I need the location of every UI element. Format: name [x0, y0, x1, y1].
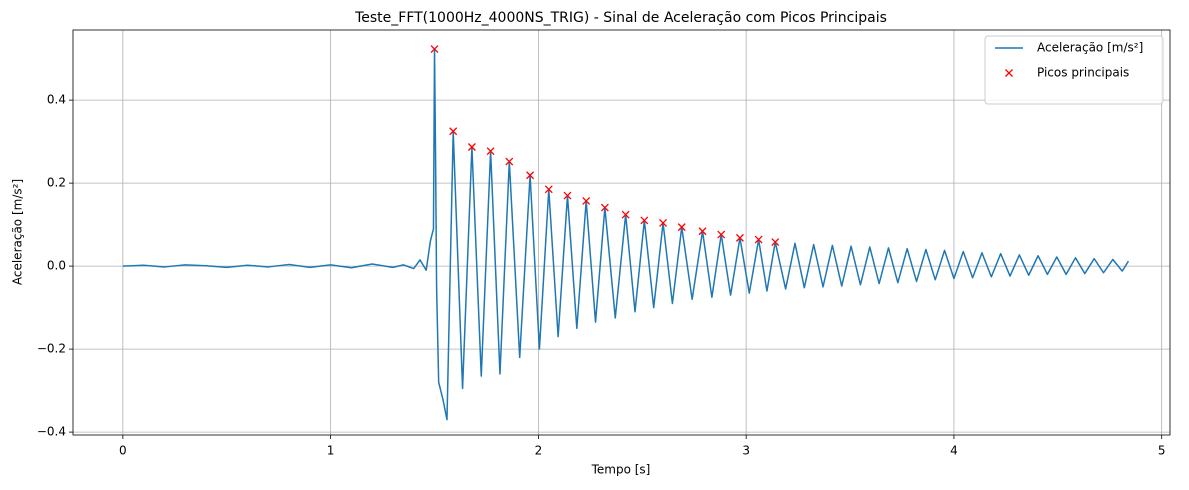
x-tick-label: 3: [742, 444, 750, 458]
y-tick-label: 0.2: [47, 176, 66, 190]
y-tick-label: 0.0: [47, 259, 66, 273]
peak-marker: [505, 157, 514, 166]
peak-marker: [640, 216, 649, 225]
legend-label: Aceleração [m/s²]: [1037, 41, 1143, 55]
peak-marker: [771, 238, 780, 247]
peak-marker: [563, 191, 572, 200]
data-line: [122, 48, 1130, 421]
peak-marker: [735, 233, 744, 242]
y-axis-label: Aceleração [m/s²]: [11, 179, 25, 285]
y-tick-label: −0.2: [37, 342, 66, 356]
y-tick-label: −0.4: [37, 425, 66, 439]
plot-frame: [72, 29, 1171, 436]
peak-marker: [677, 223, 686, 232]
peak-marker: [754, 235, 763, 244]
legend-box: [984, 35, 1164, 105]
peak-marker: [526, 171, 535, 180]
peak-marker: [621, 210, 630, 219]
x-tick-label: 5: [1158, 444, 1166, 458]
x-tick-label: 1: [327, 444, 335, 458]
chart-title: Teste_FFT(1000Hz_4000NS_TRIG) - Sinal de…: [354, 10, 887, 26]
peak-marker: [698, 227, 707, 236]
x-tick-label: 0: [119, 444, 127, 458]
peak-marker: [600, 203, 609, 212]
peak-marker: [430, 45, 439, 54]
peak-marker: [449, 127, 458, 136]
peak-marker: [582, 197, 591, 205]
peak-marker: [544, 185, 553, 194]
peak-marker: [717, 230, 726, 239]
x-axis-label: Tempo [s]: [591, 463, 651, 477]
x-tick-label: 4: [950, 444, 958, 458]
y-tick-label: 0.4: [47, 93, 66, 107]
legend-label: Picos principais: [1037, 66, 1129, 80]
peak-marker: [467, 143, 476, 151]
x-tick-label: 2: [535, 444, 543, 458]
peak-marker: [486, 147, 495, 156]
legend-marker: [1005, 69, 1013, 77]
peak-marker: [659, 218, 668, 227]
